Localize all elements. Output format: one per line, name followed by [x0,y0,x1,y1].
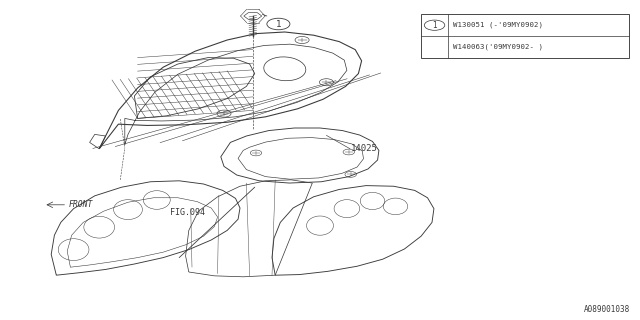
Text: FIG.094: FIG.094 [170,208,205,217]
Text: W140063('09MY0902- ): W140063('09MY0902- ) [453,43,543,50]
Text: A089001038: A089001038 [584,305,630,314]
Text: FRONT: FRONT [68,200,93,209]
Text: 1: 1 [276,20,281,28]
Bar [421,14,629,58]
Text: 1: 1 [432,21,437,30]
Text: W130051 (-'09MY0902): W130051 (-'09MY0902) [453,21,543,28]
Text: 14025: 14025 [351,144,378,153]
